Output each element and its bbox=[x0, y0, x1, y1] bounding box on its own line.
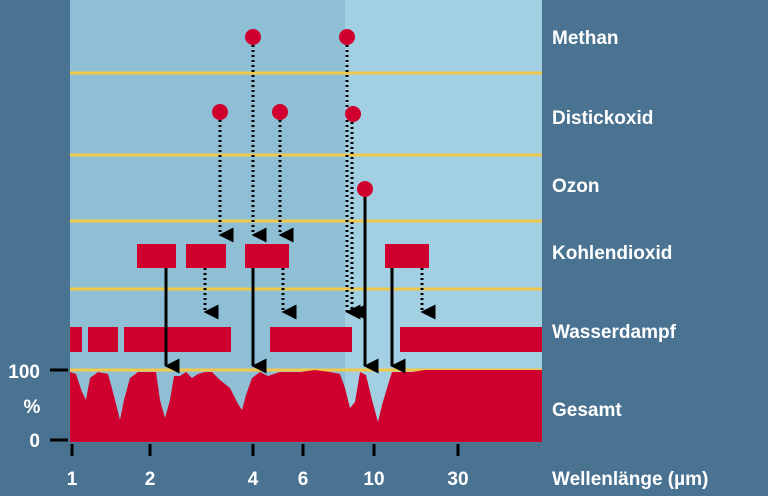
x-tick-30: 30 bbox=[447, 469, 468, 490]
gesamt-absorption-curve bbox=[70, 370, 542, 442]
x-tick-1: 1 bbox=[67, 469, 78, 490]
dotted-arrows bbox=[203, 40, 436, 320]
label-kohlendioxid: Kohlendioxid bbox=[552, 243, 672, 264]
x-tick-4: 4 bbox=[248, 469, 259, 490]
axis-ticks bbox=[50, 368, 460, 456]
label-gesamt: Gesamt bbox=[552, 400, 622, 421]
label-methan: Methan bbox=[552, 28, 619, 49]
wasserdampf-bars bbox=[70, 327, 542, 352]
x-tick-6: 6 bbox=[298, 469, 309, 490]
gas-dots bbox=[212, 29, 373, 197]
x-axis-label: Wellenlänge (µm) bbox=[552, 469, 708, 490]
y-axis-unit: % bbox=[24, 397, 41, 418]
label-ozon: Ozon bbox=[552, 176, 600, 197]
solid-arrows bbox=[164, 192, 406, 374]
x-tick-2: 2 bbox=[145, 469, 156, 490]
y-tick-100: 100 bbox=[8, 362, 40, 383]
kohlendioxid-bars bbox=[137, 244, 429, 268]
label-wasserdampf: Wasserdampf bbox=[552, 322, 677, 343]
x-tick-10: 10 bbox=[363, 469, 384, 490]
label-distickoxid: Distickoxid bbox=[552, 108, 653, 129]
y-tick-0: 0 bbox=[29, 431, 40, 452]
